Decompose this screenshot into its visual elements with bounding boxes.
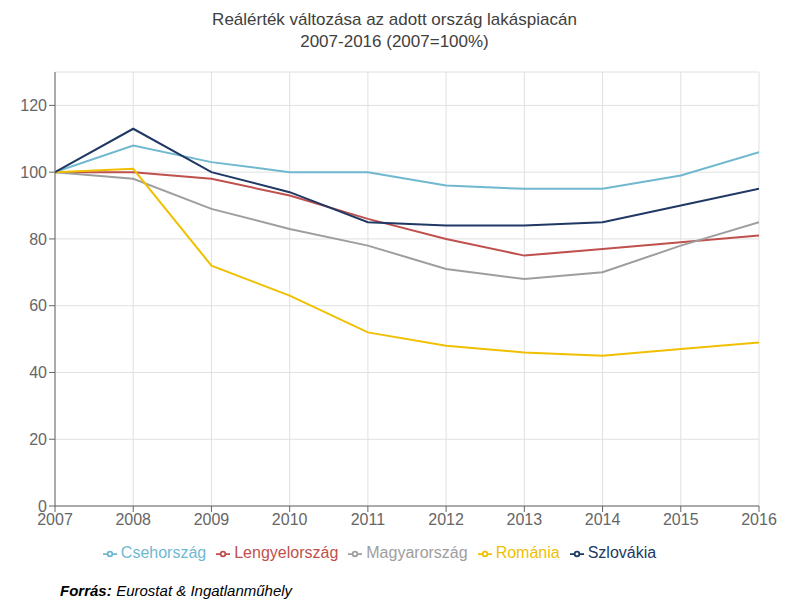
html-text:Lengyelország: Lengyelország (234, 544, 339, 561)
svg-text:2009: 2009 (194, 511, 230, 528)
html-text:Szlovákia: Szlovákia (587, 544, 657, 561)
svg-text:2010: 2010 (272, 511, 308, 528)
html-text:Reálérték változása az adott o: Reálérték változása az adott ország laká… (212, 10, 577, 51)
svg-text:20: 20 (29, 431, 47, 448)
svg-text:80: 80 (29, 231, 47, 248)
svg-text:2011: 2011 (351, 511, 386, 528)
html-text:Románia: Románia (495, 544, 560, 561)
svg-text:2016: 2016 (741, 511, 777, 528)
svg-text:2008: 2008 (115, 511, 151, 528)
html-text:Forrás: Eurostat & Ingatlanműh: Forrás: Eurostat & Ingatlanműhely (60, 581, 293, 599)
html-text:Csehország: Csehország (120, 544, 207, 561)
svg-text:0: 0 (38, 498, 47, 515)
svg-text:2015: 2015 (663, 511, 699, 528)
svg-text:2013: 2013 (507, 511, 543, 528)
svg-text:2007: 2007 (37, 511, 73, 529)
svg-text:60: 60 (29, 297, 47, 314)
html-text:Magyarország: Magyarország (366, 544, 468, 561)
svg-text:100: 100 (20, 164, 47, 181)
svg-text:40: 40 (29, 364, 47, 381)
svg-text:2014: 2014 (585, 511, 621, 528)
svg-text:120: 120 (20, 97, 47, 114)
svg-text:2012: 2012 (428, 511, 464, 528)
